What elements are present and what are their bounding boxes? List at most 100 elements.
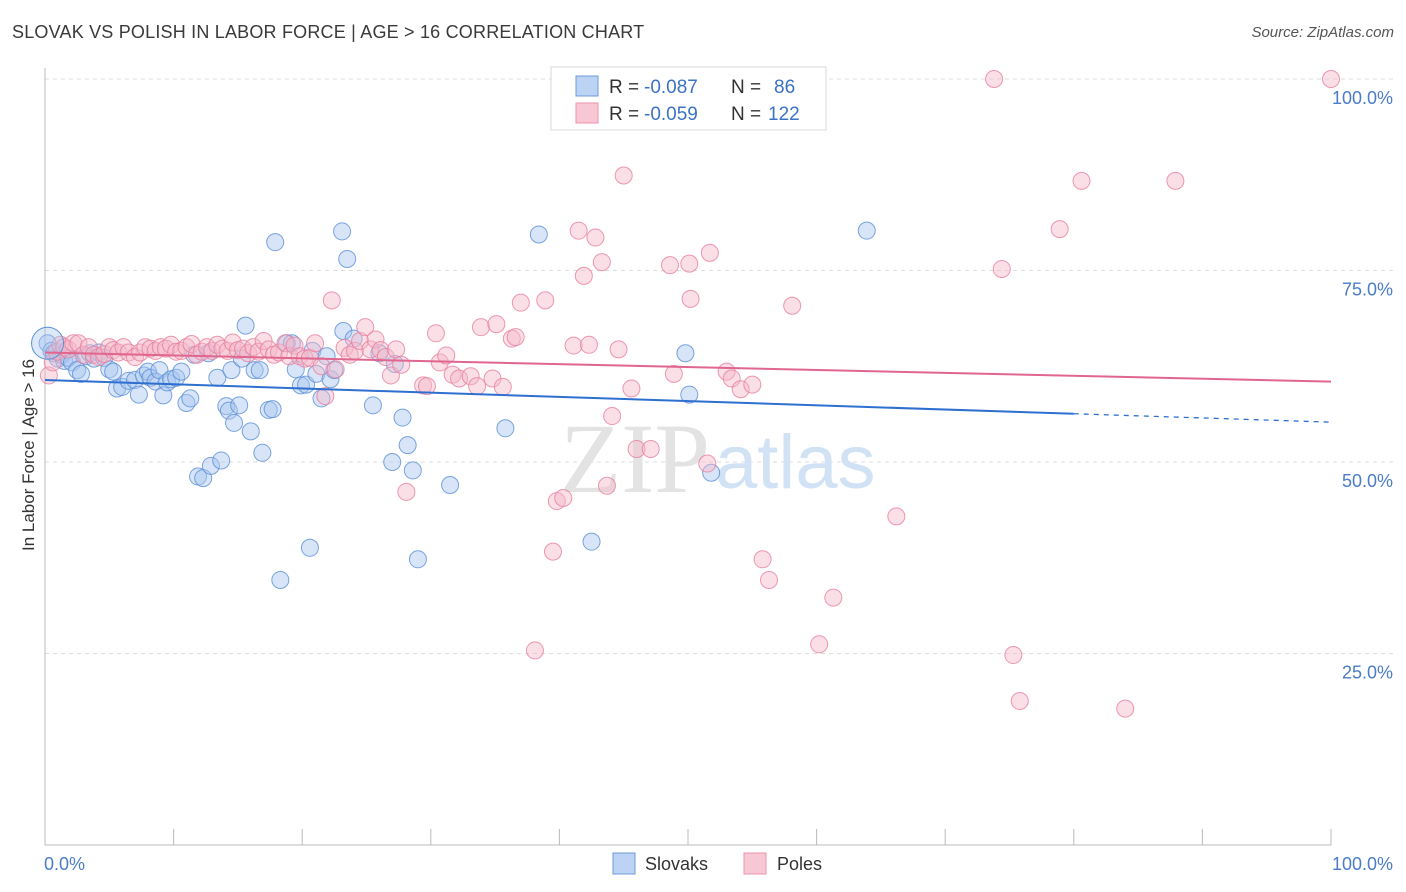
point-slovaks — [181, 389, 200, 408]
point-poles — [700, 243, 719, 262]
point-poles — [392, 355, 411, 374]
point-slovaks — [172, 362, 191, 381]
point-slovaks — [250, 361, 269, 380]
point-slovaks — [300, 538, 319, 557]
point-poles — [985, 70, 1004, 88]
watermark: ZIP atlas — [560, 403, 876, 514]
point-poles — [506, 328, 525, 347]
point-poles — [743, 375, 762, 394]
point-poles — [493, 377, 512, 396]
point-poles — [641, 439, 660, 458]
x-tick-label-min: 0.0% — [44, 854, 85, 874]
point-poles — [569, 221, 588, 240]
point-slovaks — [241, 422, 260, 441]
point-slovaks — [253, 443, 272, 462]
point-poles — [603, 407, 622, 426]
point-poles — [511, 293, 530, 312]
legend-n-label: N = — [731, 104, 761, 125]
y-tick-label: 75.0% — [1342, 280, 1393, 300]
point-poles — [376, 348, 395, 367]
watermark-zip: ZIP — [560, 403, 710, 514]
point-poles — [356, 318, 375, 337]
x-tick-label-max: 100.0% — [1332, 854, 1393, 874]
point-poles — [614, 166, 633, 185]
bottom-legend-label-slovaks: Slovaks — [645, 854, 708, 874]
point-poles — [1322, 70, 1340, 88]
point-poles — [397, 482, 416, 501]
point-poles — [525, 641, 544, 660]
point-poles — [1166, 171, 1185, 190]
point-poles — [681, 289, 700, 308]
point-slovaks — [857, 221, 876, 240]
point-poles — [366, 330, 385, 349]
point-poles — [1010, 691, 1029, 710]
point-slovaks — [321, 370, 340, 389]
legend-swatch-poles — [575, 102, 599, 124]
point-slovaks — [222, 361, 241, 380]
y-axis-title: In Labor Force | Age > 16 — [19, 359, 38, 551]
point-slovaks — [263, 400, 282, 419]
point-slovaks — [403, 461, 422, 480]
point-poles — [437, 346, 456, 365]
point-slovaks — [217, 397, 236, 416]
point-slovaks-large — [31, 326, 65, 360]
point-slovaks — [129, 385, 148, 404]
point-slovaks — [441, 475, 460, 494]
y-tick-label: 100.0% — [1332, 88, 1393, 108]
point-poles — [622, 379, 641, 398]
point-slovaks — [201, 456, 220, 475]
point-slovaks — [245, 361, 264, 380]
point-slovaks — [363, 396, 382, 415]
point-slovaks — [126, 371, 145, 390]
point-poles — [760, 570, 779, 589]
point-slovaks — [338, 250, 357, 269]
point-poles — [114, 338, 133, 357]
point-poles — [387, 340, 406, 359]
point-poles — [316, 387, 335, 406]
point-slovaks — [529, 225, 548, 244]
y-tick-label: 50.0% — [1342, 471, 1393, 491]
point-poles — [450, 369, 469, 388]
point-slovaks — [104, 362, 123, 381]
point-poles — [109, 343, 128, 362]
point-slovaks — [408, 550, 427, 569]
point-poles — [254, 331, 273, 350]
point-poles — [131, 343, 150, 362]
legend-r-label: R = — [609, 77, 639, 98]
legend-r-value-slovaks: -0.087 — [644, 77, 698, 98]
point-poles — [43, 353, 62, 372]
point-poles — [887, 507, 906, 526]
point-poles — [810, 635, 829, 654]
point-poles — [731, 380, 750, 399]
point-poles — [1004, 646, 1023, 665]
point-poles — [417, 377, 436, 396]
bottom-legend-swatch-slovaks — [612, 852, 636, 875]
trend-line-slovaks — [44, 379, 1074, 415]
point-slovaks — [393, 408, 412, 427]
point-poles — [1072, 171, 1091, 190]
point-poles — [361, 340, 380, 359]
legend-r-value-poles: -0.059 — [644, 104, 698, 125]
point-slovaks — [702, 463, 721, 482]
scatter-points — [31, 70, 1340, 718]
point-poles — [285, 336, 304, 355]
point-slovaks — [676, 344, 695, 363]
point-slovaks — [230, 396, 249, 415]
legend-r-label: R = — [609, 104, 639, 125]
bottom-legend-swatch-poles — [743, 852, 767, 875]
point-poles — [592, 253, 611, 272]
chart-title: SLOVAK VS POLISH IN LABOR FORCE | AGE > … — [12, 22, 645, 42]
point-poles — [326, 360, 345, 379]
legend: R = -0.087 N = 86 R = -0.059 N = 122 — [550, 66, 827, 131]
point-poles — [753, 550, 772, 569]
point-poles — [487, 315, 506, 334]
point-slovaks — [236, 316, 255, 335]
point-slovaks — [291, 376, 310, 395]
point-poles — [597, 476, 616, 495]
point-poles — [680, 254, 699, 273]
point-poles — [609, 340, 628, 359]
point-slovaks — [496, 419, 515, 438]
point-poles — [69, 334, 88, 353]
point-slovaks — [167, 368, 186, 387]
